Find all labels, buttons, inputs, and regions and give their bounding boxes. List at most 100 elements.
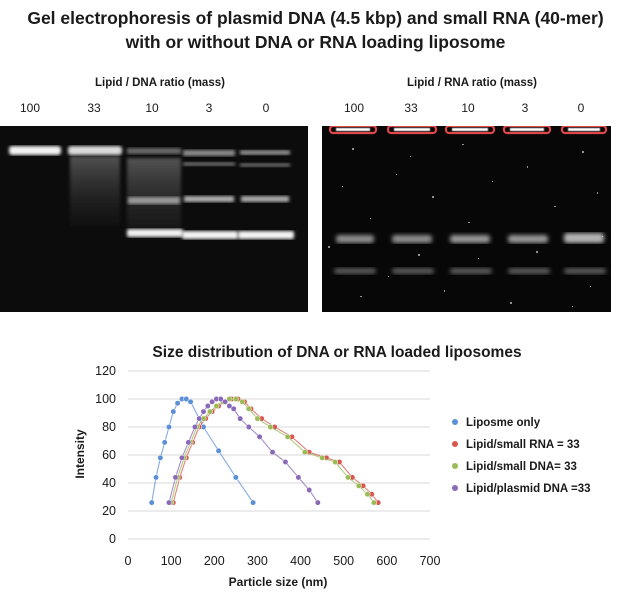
data-point: [166, 424, 172, 430]
data-point: [254, 415, 261, 422]
data-point: [245, 405, 252, 412]
y-axis-label: Intensity: [73, 429, 87, 479]
data-point: [204, 403, 211, 409]
legend-marker: [452, 485, 458, 491]
data-point: [187, 398, 194, 405]
series-1: [148, 396, 257, 506]
x-tick-label: 0: [125, 554, 132, 568]
chart-series: [148, 396, 382, 506]
rna-lane-label: 33: [404, 101, 418, 115]
y-tick-label: 120: [95, 364, 116, 378]
figure-title-line1: Gel electrophoresis of plasmid DNA (4.5 …: [27, 8, 604, 28]
dna-lane-label: 3: [205, 101, 213, 115]
data-point: [161, 439, 168, 446]
legend-label: Liposme only: [466, 417, 541, 429]
y-tick-label: 0: [109, 532, 116, 546]
chart-legend: Liposme only Lipid/small RNA = 33 Lipid/sm…: [452, 417, 591, 495]
x-tick-label: 100: [161, 554, 182, 568]
data-point: [222, 398, 229, 405]
x-tick-label: 300: [247, 554, 268, 568]
y-tick-label: 60: [102, 448, 116, 462]
data-point: [355, 482, 362, 489]
data-point: [230, 405, 237, 412]
data-point: [166, 499, 172, 506]
data-point: [237, 415, 244, 422]
data-point: [232, 396, 239, 402]
data-point: [332, 459, 339, 465]
rna-gel-image: [322, 126, 611, 312]
y-tick-label: 80: [102, 420, 116, 434]
data-point: [213, 403, 220, 409]
chart-title: Size distribution of DNA or RNA loaded l…: [152, 344, 521, 361]
data-point: [174, 400, 181, 407]
data-point: [295, 474, 302, 481]
rna-lane-label: 0: [577, 101, 585, 115]
data-point: [172, 474, 179, 481]
dna-gel-axis-label: Lipid / DNA ratio (mass): [95, 77, 225, 89]
legend-label: Lipid/plasmid DNA =33: [466, 483, 591, 495]
legend-marker: [452, 463, 458, 469]
data-point: [226, 403, 233, 409]
data-point: [157, 454, 164, 461]
data-point: [217, 396, 224, 402]
data-point: [250, 499, 257, 506]
y-tick-label: 20: [102, 504, 116, 518]
dna-lane-label: 10: [145, 101, 159, 115]
rna-lane-label: 3: [521, 101, 529, 115]
x-axis-label: Particle size (nm): [229, 575, 328, 589]
legend-item: Liposme only: [452, 417, 541, 429]
rna-lane-label: 10: [461, 101, 475, 115]
data-point: [256, 433, 263, 440]
dna-lane-label: 100: [19, 101, 41, 115]
x-tick-labels: 0 100 200 300 400 500 600 700: [125, 554, 441, 568]
data-point: [226, 396, 233, 402]
data-point: [319, 454, 326, 461]
data-point: [284, 433, 291, 440]
series-line: [172, 398, 379, 503]
y-tick-label: 100: [95, 392, 116, 406]
dna-gel-image: [0, 126, 308, 312]
data-point: [191, 424, 198, 430]
legend-marker: [452, 441, 458, 447]
x-tick-label: 700: [420, 554, 441, 568]
legend-marker: [452, 419, 458, 425]
data-point: [183, 396, 190, 402]
data-point: [314, 499, 321, 506]
series-line: [168, 398, 319, 503]
series-4: [166, 396, 321, 506]
data-point: [282, 459, 289, 465]
dna-lane-label: 0: [262, 101, 270, 115]
data-point: [364, 491, 371, 498]
data-point: [269, 449, 276, 456]
data-point: [153, 474, 159, 481]
data-point: [185, 439, 192, 446]
data-point: [345, 474, 351, 481]
data-point: [306, 487, 313, 493]
data-point: [207, 408, 213, 415]
dna-lane-label: 33: [87, 101, 101, 115]
data-point: [232, 474, 239, 481]
size-distribution-chart: Size distribution of DNA or RNA loaded l…: [73, 344, 591, 589]
y-tick-label: 40: [102, 476, 116, 490]
legend-label: Lipid/small DNA= 33: [466, 461, 577, 473]
x-tick-label: 200: [204, 554, 225, 568]
x-tick-label: 600: [376, 554, 397, 568]
data-point: [200, 408, 207, 415]
data-point: [301, 449, 308, 456]
chart-gridlines: [128, 370, 430, 540]
rna-lane-label: 100: [343, 101, 365, 115]
data-point: [196, 415, 203, 422]
legend-label: Lipid/small RNA = 33: [466, 439, 580, 451]
data-point: [178, 454, 185, 461]
x-tick-label: 500: [333, 554, 354, 568]
legend-item: Lipid/plasmid DNA =33: [452, 483, 591, 495]
legend-item: Lipid/small RNA = 33: [452, 439, 580, 451]
data-point: [170, 408, 177, 415]
figure-title-line2: with or without DNA or RNA loading lipos…: [125, 32, 506, 52]
data-point: [370, 499, 377, 506]
data-point: [215, 447, 222, 454]
data-point: [267, 424, 274, 430]
y-tick-labels: 0 20 40 60 80 100 120: [95, 364, 116, 546]
data-point: [239, 398, 246, 405]
rna-gel-axis-label: Lipid / RNA ratio (mass): [407, 77, 537, 89]
